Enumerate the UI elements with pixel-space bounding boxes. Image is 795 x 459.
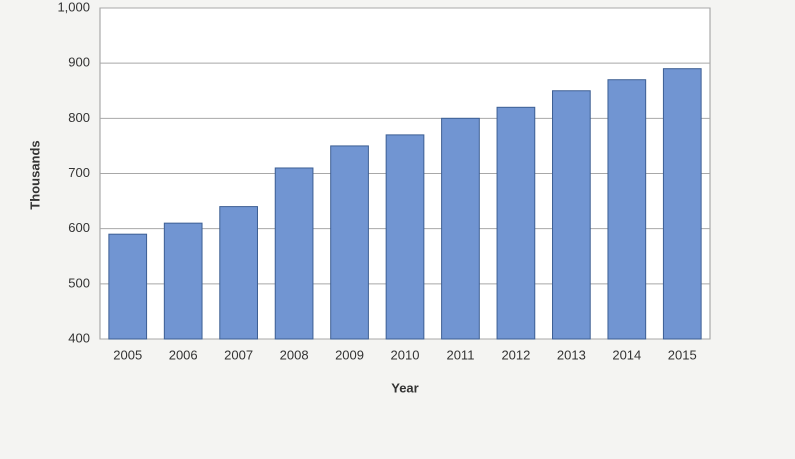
x-tick-label: 2010 (391, 347, 420, 362)
bar (330, 145, 369, 340)
x-tick-label: 2007 (224, 347, 253, 362)
x-axis-title: Year (391, 380, 418, 395)
y-tick-label: 600 (68, 220, 90, 235)
bar (274, 167, 314, 340)
y-tick-label: 800 (68, 110, 90, 125)
bar (163, 222, 203, 340)
x-tick-label: 2009 (335, 347, 364, 362)
y-tick-label: 700 (68, 165, 90, 180)
bar (385, 134, 425, 340)
bar (441, 117, 480, 340)
y-tick-label: 1,000 (57, 0, 90, 14)
bar (108, 233, 148, 340)
bar (662, 68, 702, 340)
x-tick-label: 2005 (113, 347, 142, 362)
bar (219, 206, 258, 340)
y-tick-label: 500 (68, 275, 90, 290)
y-axis-title: Thousands (27, 140, 42, 209)
bar (607, 79, 647, 340)
x-tick-label: 2015 (668, 347, 697, 362)
bar (496, 106, 536, 340)
x-tick-label: 2012 (501, 347, 530, 362)
x-tick-label: 2014 (612, 347, 641, 362)
y-tick-label: 400 (68, 330, 90, 345)
bar (552, 90, 591, 340)
x-tick-label: 2006 (169, 347, 198, 362)
y-tick-label: 900 (68, 55, 90, 70)
x-tick-label: 2011 (446, 347, 474, 362)
x-tick-label: 2008 (280, 347, 309, 362)
x-tick-label: 2013 (557, 347, 586, 362)
